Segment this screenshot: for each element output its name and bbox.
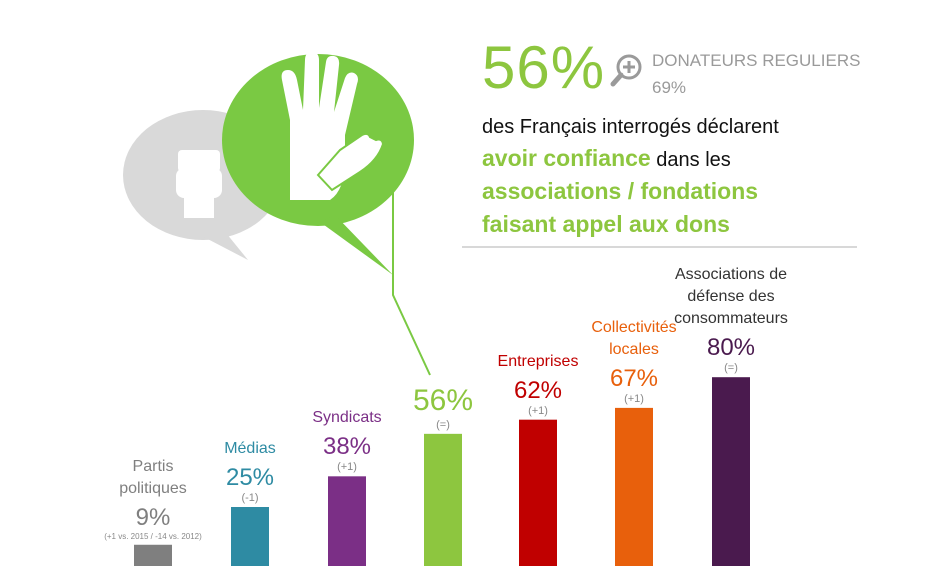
bar-value-label: 80% (706, 334, 756, 362)
bar (231, 507, 269, 566)
bar (615, 407, 653, 566)
category-label: Syndicats (312, 409, 382, 427)
category-label: consommateurs (674, 310, 788, 328)
category-label: Médias (224, 440, 276, 457)
bar (134, 544, 172, 566)
raised-hands-icon (222, 52, 414, 275)
bar-change-label: (+1) (528, 404, 548, 417)
headline-text-line3: associations / fondations (482, 178, 759, 204)
bar (424, 433, 462, 566)
divider (462, 246, 857, 248)
headline-text-line2: avoir confiance dans les (482, 145, 731, 172)
category-label: Collectivités (591, 318, 677, 336)
headline-highlight: avoir confiance (482, 145, 651, 171)
bar-change-label: (=) (724, 362, 738, 375)
bar (712, 377, 750, 566)
bar-value-label: 38% (322, 433, 372, 461)
bar-value-label: 25% (225, 464, 275, 491)
bar-change-label: (+1) (337, 461, 357, 474)
bar-value-label: 62% (513, 376, 563, 404)
category-label: Associations de (674, 266, 788, 284)
bar-change-label: (+1 vs. 2015 / -14 vs. 2012) (104, 531, 202, 541)
bar-change-label: (=) (436, 418, 450, 431)
bar (519, 419, 557, 566)
connector-line (392, 182, 431, 376)
headline-percentage: 56% (482, 34, 606, 101)
bar-change-label: (+1) (624, 392, 644, 405)
headline-text-line1: des Français interrogés déclarent (482, 116, 779, 138)
bar-change-label: (-1) (241, 492, 259, 504)
bar-value-label: 67% (609, 364, 659, 392)
bar-value-label: 9% (135, 503, 171, 531)
category-label: Entreprises (497, 352, 579, 370)
category-label: locales (609, 340, 659, 358)
headline-line2-rest: dans les (650, 149, 731, 171)
bar (328, 476, 366, 566)
bar-value-label: 56% (412, 383, 474, 417)
category-label: politiques (119, 479, 187, 497)
magnifier-plus-icon[interactable] (610, 52, 646, 88)
headline-text-line4: faisant appel aux dons (482, 211, 730, 237)
category-label: défense des (687, 288, 775, 306)
donors-label: DONATEURS REGULIERS (652, 51, 861, 70)
category-label: Partis (132, 457, 174, 475)
donors-value: 69% (652, 78, 687, 97)
